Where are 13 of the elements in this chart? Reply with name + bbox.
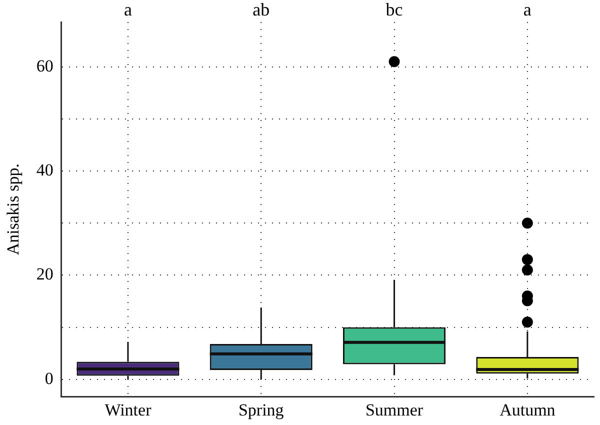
y-tick-label: 20 [36, 264, 54, 284]
y-tick-label: 40 [36, 160, 54, 180]
x-tick-label: Winter [104, 400, 152, 420]
x-tick-label: Spring [238, 400, 284, 420]
text: a [523, 0, 532, 20]
x-tick-label: Summer [365, 400, 424, 420]
text: a [124, 0, 132, 20]
text: ab [252, 0, 270, 20]
x-tick-label: Autumn [500, 400, 556, 420]
y-tick-label: 60 [36, 56, 54, 76]
text: bc [386, 0, 403, 20]
y-axis-title: Anisakis spp. [4, 163, 23, 256]
y-tick-label: 0 [44, 368, 54, 388]
